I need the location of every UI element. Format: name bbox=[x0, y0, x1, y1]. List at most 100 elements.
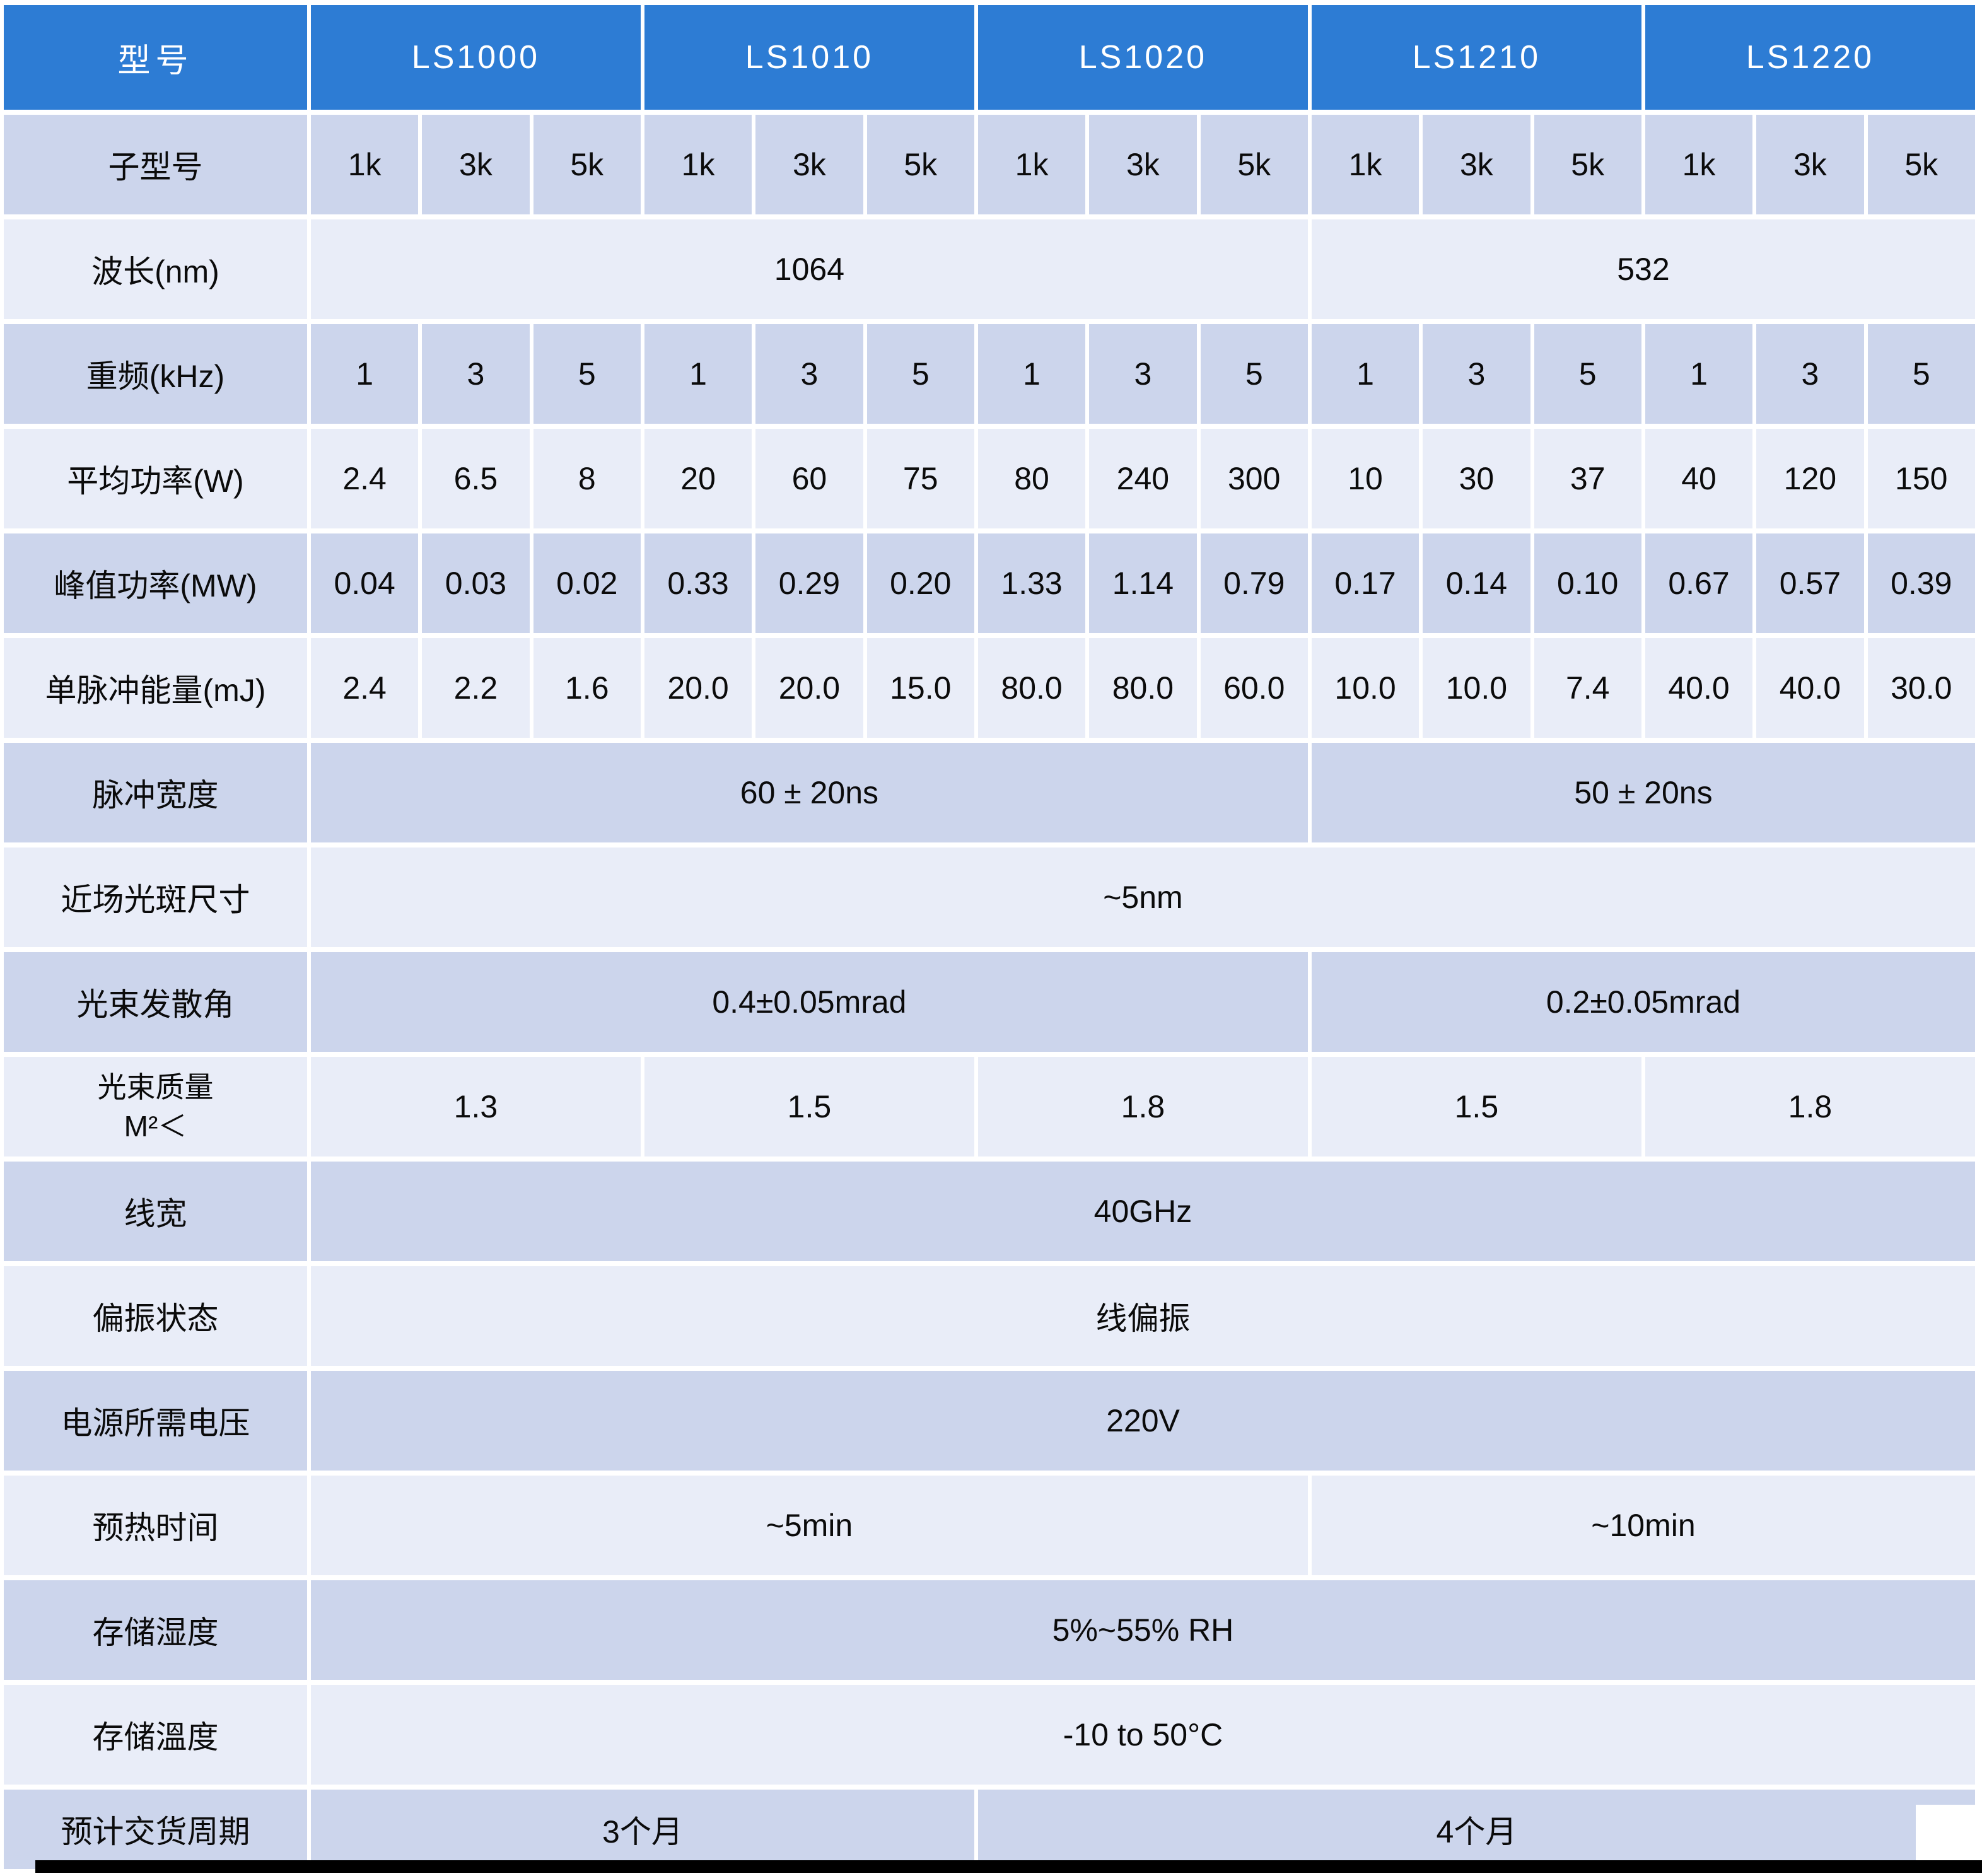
row-divergence: 光束发散角 0.4±0.05mrad 0.2±0.05mrad bbox=[4, 952, 1975, 1052]
header-row: 型号 LS1000 LS1010 LS1020 LS1210 LS1220 bbox=[4, 5, 1975, 110]
row-spot-size: 近场光斑尺寸 ~5nm bbox=[4, 848, 1975, 947]
table-cell: 7.4 bbox=[1534, 638, 1641, 738]
row-linewidth: 线宽 40GHz bbox=[4, 1162, 1975, 1261]
table-cell: 3 bbox=[1756, 324, 1864, 424]
table-cell: 线偏振 bbox=[310, 1266, 1975, 1366]
header-model-ls1010: LS1010 bbox=[644, 5, 974, 110]
row-peak-power: 峰值功率(MW) 0.04 0.03 0.02 0.33 0.29 0.20 1… bbox=[4, 533, 1975, 633]
table-cell: 1.33 bbox=[977, 533, 1086, 633]
table-cell: 20.0 bbox=[644, 638, 752, 738]
table-cell: 3 bbox=[1089, 324, 1197, 424]
table-cell: 1k bbox=[1311, 115, 1419, 214]
table-cell: 0.20 bbox=[866, 533, 974, 633]
row-wavelength: 波长(nm) 1064 532 bbox=[4, 219, 1975, 319]
row-label-pulse-energy: 单脉冲能量(mJ) bbox=[4, 638, 307, 738]
table-cell: 50 ± 20ns bbox=[1311, 743, 1975, 842]
table-cell: 0.10 bbox=[1534, 533, 1641, 633]
table-cell: 0.14 bbox=[1423, 533, 1530, 633]
table-cell: 3 bbox=[1423, 324, 1530, 424]
row-rep-rate: 重频(kHz) 1 3 5 1 3 5 1 3 5 1 3 5 1 3 5 bbox=[4, 324, 1975, 424]
table-cell: 8 bbox=[533, 429, 641, 528]
table-cell: 80 bbox=[977, 429, 1086, 528]
table-cell: 5k bbox=[866, 115, 974, 214]
table-cell: 10.0 bbox=[1311, 638, 1419, 738]
table-cell: 10.0 bbox=[1423, 638, 1530, 738]
table-cell: 80.0 bbox=[1089, 638, 1197, 738]
table-cell: 220V bbox=[310, 1371, 1975, 1471]
table-cell: 1k bbox=[1645, 115, 1753, 214]
table-cell: 1 bbox=[977, 324, 1086, 424]
table-cell: 37 bbox=[1534, 429, 1641, 528]
table-cell: 5 bbox=[533, 324, 641, 424]
table-cell: 40GHz bbox=[310, 1162, 1975, 1261]
table-cell: 1 bbox=[1645, 324, 1753, 424]
table-cell: 1 bbox=[1311, 324, 1419, 424]
row-label-storage-temp: 存储溫度 bbox=[4, 1685, 307, 1785]
table-cell: 1.8 bbox=[977, 1057, 1308, 1156]
table-cell: 2.4 bbox=[310, 429, 419, 528]
table-cell: 0.04 bbox=[310, 533, 419, 633]
header-model-ls1020: LS1020 bbox=[977, 5, 1308, 110]
row-label-delivery: 预计交货周期 bbox=[4, 1790, 307, 1869]
table-cell: 6.5 bbox=[422, 429, 530, 528]
row-sub-model: 子型号 1k 3k 5k 1k 3k 5k 1k 3k 5k 1k 3k 5k … bbox=[4, 115, 1975, 214]
table-cell: 0.2±0.05mrad bbox=[1311, 952, 1975, 1052]
table-cell: 150 bbox=[1867, 429, 1975, 528]
row-label-divergence: 光束发散角 bbox=[4, 952, 307, 1052]
row-label-peak-power: 峰值功率(MW) bbox=[4, 533, 307, 633]
table-cell: 0.33 bbox=[644, 533, 752, 633]
table-cell: -10 to 50°C bbox=[310, 1685, 1975, 1785]
table-cell: 5%~55% RH bbox=[310, 1580, 1975, 1680]
table-cell: 0.39 bbox=[1867, 533, 1975, 633]
row-label-pulse-width: 脉冲宽度 bbox=[4, 743, 307, 842]
table-cell: 0.29 bbox=[755, 533, 863, 633]
table-cell: 15.0 bbox=[866, 638, 974, 738]
table-cell: 5k bbox=[1200, 115, 1308, 214]
row-label-sub-model: 子型号 bbox=[4, 115, 307, 214]
table-cell: 3k bbox=[422, 115, 530, 214]
table-cell: 5 bbox=[866, 324, 974, 424]
table-cell: 0.79 bbox=[1200, 533, 1308, 633]
table-cell: 75 bbox=[866, 429, 974, 528]
row-pulse-width: 脉冲宽度 60 ± 20ns 50 ± 20ns bbox=[4, 743, 1975, 842]
row-avg-power: 平均功率(W) 2.4 6.5 8 20 60 75 80 240 300 10… bbox=[4, 429, 1975, 528]
table-cell: 120 bbox=[1756, 429, 1864, 528]
header-model-ls1220: LS1220 bbox=[1645, 5, 1975, 110]
table-cell: 3k bbox=[755, 115, 863, 214]
table-cell: 4个月 bbox=[977, 1790, 1975, 1869]
bottom-border-bar bbox=[35, 1860, 1982, 1873]
table-cell: 532 bbox=[1311, 219, 1975, 319]
row-delivery: 预计交货周期 3个月 4个月 bbox=[4, 1790, 1975, 1869]
table-cell: 40.0 bbox=[1756, 638, 1864, 738]
table-cell: 1.5 bbox=[1311, 1057, 1641, 1156]
table-cell: 30 bbox=[1423, 429, 1530, 528]
table-cell: 60.0 bbox=[1200, 638, 1308, 738]
row-label-spot-size: 近场光斑尺寸 bbox=[4, 848, 307, 947]
table-cell: 5 bbox=[1534, 324, 1641, 424]
table-cell: 0.03 bbox=[422, 533, 530, 633]
table-cell: 20 bbox=[644, 429, 752, 528]
header-model-label: 型号 bbox=[4, 5, 307, 110]
row-humidity: 存储湿度 5%~55% RH bbox=[4, 1580, 1975, 1680]
table-cell: 60 bbox=[755, 429, 863, 528]
table-cell: 0.4±0.05mrad bbox=[310, 952, 1308, 1052]
row-storage-temp: 存储溫度 -10 to 50°C bbox=[4, 1685, 1975, 1785]
table-cell: 0.67 bbox=[1645, 533, 1753, 633]
corner-notch bbox=[1916, 1805, 1982, 1860]
table-cell: 40.0 bbox=[1645, 638, 1753, 738]
table-cell: 5 bbox=[1200, 324, 1308, 424]
row-label-humidity: 存储湿度 bbox=[4, 1580, 307, 1680]
row-label-warmup: 预热时间 bbox=[4, 1476, 307, 1575]
table-cell: 1.14 bbox=[1089, 533, 1197, 633]
table-cell: 300 bbox=[1200, 429, 1308, 528]
table-cell: 1k bbox=[644, 115, 752, 214]
header-model-ls1000: LS1000 bbox=[310, 5, 641, 110]
table-cell: 1 bbox=[644, 324, 752, 424]
row-label-linewidth: 线宽 bbox=[4, 1162, 307, 1261]
row-label-beam-quality: 光束质量 M²＜ bbox=[4, 1057, 307, 1156]
table-cell: 1064 bbox=[310, 219, 1308, 319]
table-cell: 3个月 bbox=[310, 1790, 974, 1869]
row-label-rep-rate: 重频(kHz) bbox=[4, 324, 307, 424]
